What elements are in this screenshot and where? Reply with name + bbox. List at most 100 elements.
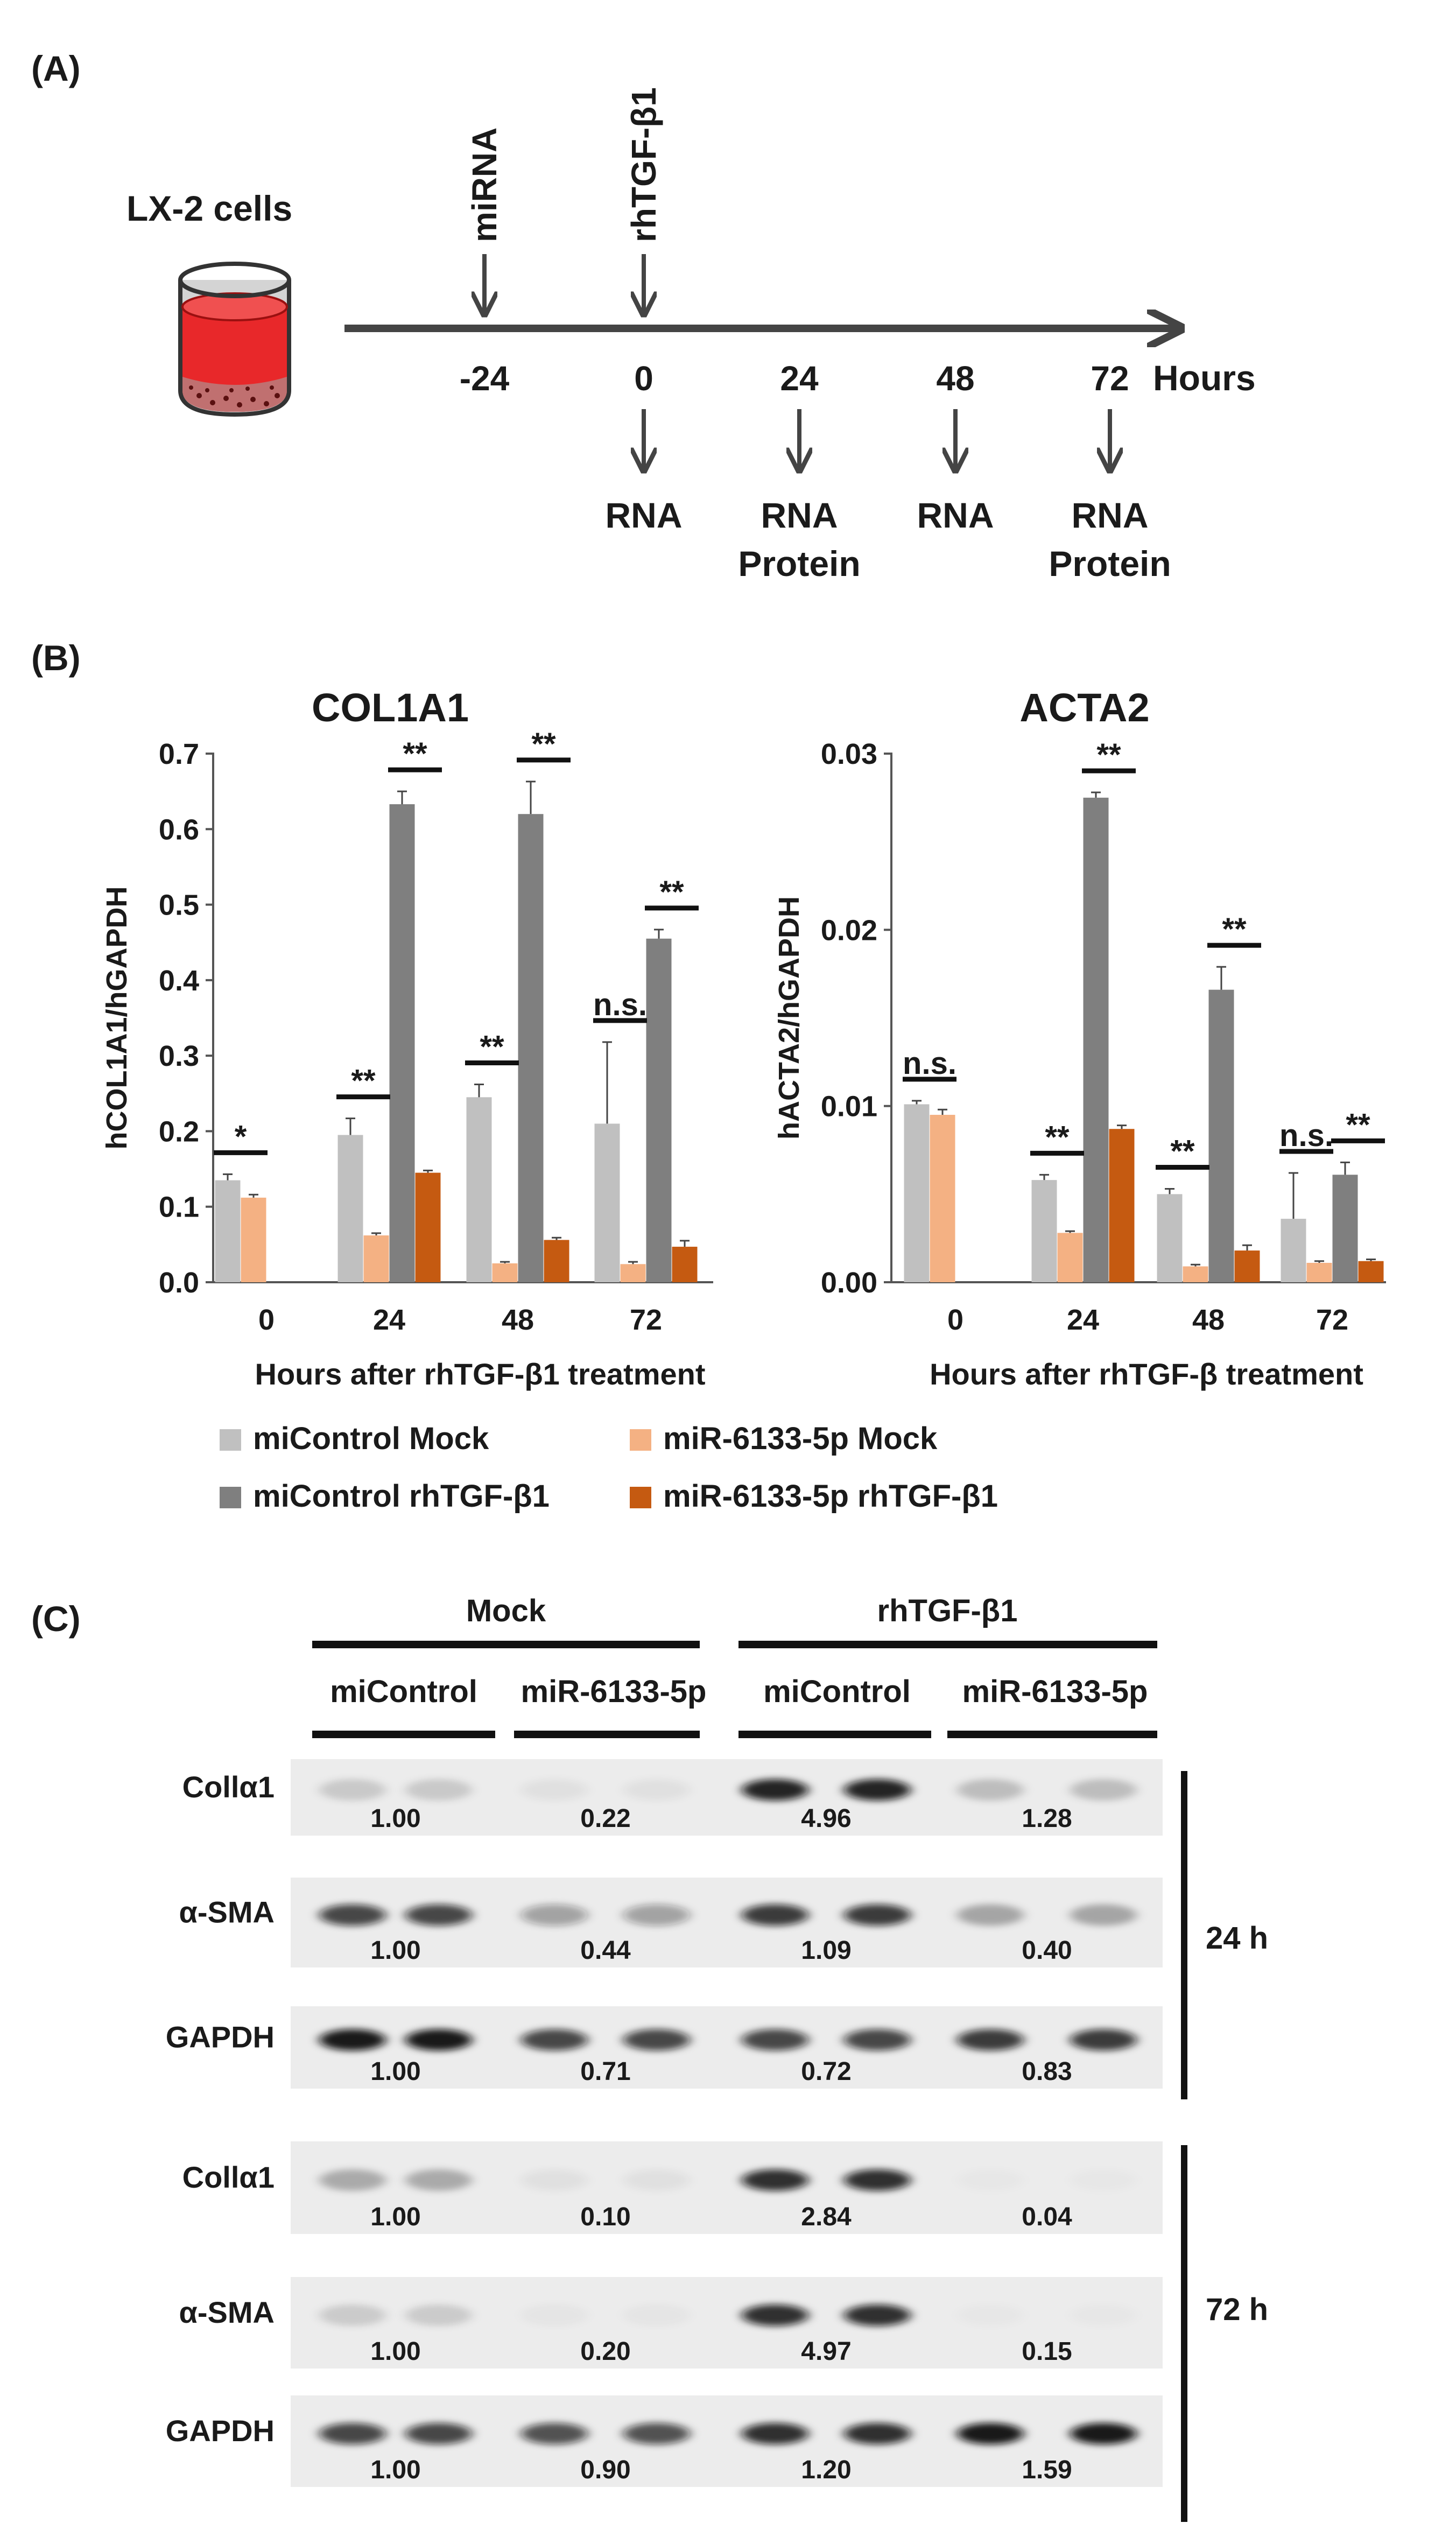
collection-label: RNA	[917, 495, 994, 535]
culture-dish-icon	[178, 262, 291, 417]
y-tick-label: 0.03	[821, 738, 877, 770]
chart-title: COL1A1	[312, 685, 469, 730]
blot-band	[623, 2423, 690, 2444]
blot-band	[319, 2304, 386, 2326]
blot-quant-value: 1.59	[1022, 2456, 1072, 2484]
x-axis-label: Hours after rhTGF-β treatment	[930, 1357, 1363, 1391]
significance-label: n.s.	[903, 1046, 956, 1081]
bar	[1109, 1129, 1135, 1282]
blot-band	[844, 2304, 911, 2326]
bar	[1234, 1250, 1260, 1282]
treatment-tgf-label: rhTGF-β1	[624, 87, 663, 242]
blot-band	[742, 2304, 808, 2326]
subgroup-label: miControl	[330, 1674, 477, 1709]
timepoint: 24	[780, 359, 819, 398]
blot-band	[319, 2169, 386, 2191]
blot-quant-value: 0.83	[1022, 2057, 1072, 2086]
blot-quant-value: 1.00	[370, 1936, 420, 1965]
y-tick-label: 0.00	[821, 1267, 877, 1299]
blot-quant-value: 1.20	[801, 2456, 851, 2484]
chart-title: ACTA2	[1019, 685, 1149, 730]
bar	[1183, 1266, 1208, 1282]
blot-band	[319, 2029, 386, 2051]
y-tick-label: 0.01	[821, 1091, 877, 1123]
legend-label: miR-6133-5p rhTGF-β1	[663, 1479, 998, 1514]
y-tick-label: 0.1	[159, 1191, 199, 1224]
blot-quant-value: 0.40	[1022, 1936, 1072, 1965]
blot-band	[1070, 1779, 1137, 1801]
blot-band	[742, 2169, 808, 2191]
significance-label: **	[480, 1029, 504, 1064]
blot-band	[623, 2169, 690, 2191]
significance-label: **	[1346, 1107, 1370, 1142]
bar	[518, 814, 544, 1282]
significance-label: n.s.	[1279, 1118, 1333, 1153]
blot-quant-value: 0.72	[801, 2057, 851, 2086]
y-tick-label: 0.3	[159, 1040, 199, 1072]
panel-b: (B) COL1A1 0.0 0.1 0.2 0.3 0.4 0.5 0.6 0.7 hCOL1A…	[31, 638, 1386, 1514]
panel-b-label: (B)	[31, 638, 81, 678]
significance-label: **	[531, 727, 556, 762]
significance-label: *	[235, 1119, 247, 1154]
collection-label: RNA	[606, 495, 683, 535]
collection-label: Protein	[738, 544, 860, 584]
bar	[215, 1180, 241, 1282]
blot-band	[521, 2169, 588, 2191]
blot-quant-value: 1.00	[370, 2203, 420, 2231]
blot-band	[1070, 2423, 1137, 2444]
bar	[1031, 1180, 1057, 1282]
panel-a: (A) LX-2 cells miRNA rhTGF-β1 -24 0 24	[31, 48, 1256, 584]
bar	[1332, 1175, 1358, 1282]
significance-label: **	[1096, 737, 1121, 772]
blot-band	[623, 2029, 690, 2051]
collection-arrows	[644, 409, 1110, 468]
significance-label: **	[403, 736, 427, 771]
x-tick-label: 24	[1067, 1304, 1099, 1336]
blot-band	[1070, 2304, 1137, 2326]
blot-band	[957, 2304, 1024, 2326]
blot-band	[844, 1904, 911, 1926]
bar	[1358, 1261, 1384, 1282]
bar	[672, 1247, 698, 1282]
panel-c-label: (C)	[31, 1599, 81, 1639]
blot-quant-value: 1.09	[801, 1936, 851, 1965]
blot-band	[742, 2029, 808, 2051]
timepoint: 0	[634, 359, 653, 398]
timepoint: 48	[936, 359, 974, 398]
blot-band	[844, 2423, 911, 2444]
x-tick-label: 0	[947, 1304, 963, 1336]
blot-band	[957, 1779, 1024, 1801]
blot-band	[844, 1779, 911, 1801]
blot-band	[405, 1904, 472, 1926]
blot-band	[957, 1904, 1024, 1926]
blot-band	[844, 2169, 911, 2191]
blot-quant-value: 0.90	[580, 2456, 630, 2484]
significance-label: **	[351, 1064, 376, 1099]
y-tick-label: 0.02	[821, 914, 877, 946]
western-blots: Collα1 1.00 0.22 4.96 1.28 α-SMA 1.00 0.44 1.09 0…	[166, 1759, 1163, 2487]
x-tick-label: 48	[1192, 1304, 1225, 1336]
panel-c: (C) Mock rhTGF-β1 miControl miR-6133-5p …	[31, 1593, 1268, 2522]
y-tick-label: 0.5	[159, 889, 199, 922]
group-label-mock: Mock	[466, 1593, 546, 1628]
blot-band	[844, 2029, 911, 2051]
blot-band	[521, 2304, 588, 2326]
blot-band	[1070, 2169, 1137, 2191]
group-label-tgf: rhTGF-β1	[877, 1593, 1018, 1628]
blot-band	[1070, 1904, 1137, 1926]
x-tick-label: 24	[373, 1304, 405, 1336]
y-tick-label: 0.6	[159, 813, 199, 846]
bar	[1083, 797, 1109, 1282]
x-tick-label: 72	[630, 1304, 662, 1336]
bar	[646, 938, 672, 1282]
blot-quant-value: 0.20	[580, 2337, 630, 2366]
blot-quant-value: 1.00	[370, 2337, 420, 2366]
blot-band	[521, 1904, 588, 1926]
blot-band	[521, 2029, 588, 2051]
legend: miControl Mock miR-6133-5p Mock miContro…	[220, 1421, 998, 1514]
legend-swatch	[630, 1429, 651, 1451]
bar	[466, 1097, 492, 1282]
blot-quant-value: 0.15	[1022, 2337, 1072, 2366]
legend-swatch	[630, 1487, 651, 1508]
blot-protein-label: GAPDH	[166, 2414, 275, 2448]
